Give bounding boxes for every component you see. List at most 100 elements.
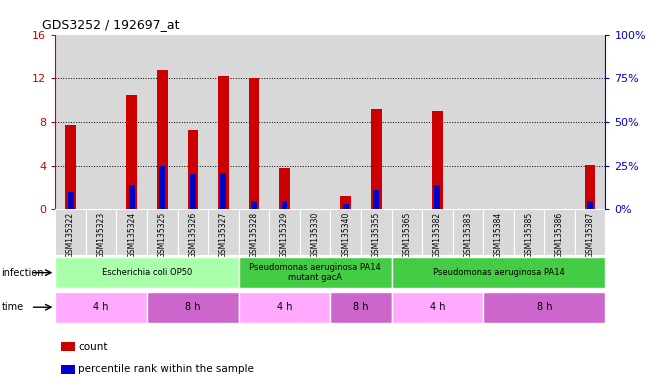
Bar	[239, 35, 270, 209]
Bar	[483, 35, 514, 209]
Bar	[251, 202, 257, 209]
Bar	[300, 35, 331, 209]
Bar	[61, 342, 75, 351]
Text: infection: infection	[1, 268, 44, 278]
Bar	[340, 196, 351, 209]
Bar	[68, 192, 74, 209]
Bar	[371, 109, 381, 209]
Bar	[452, 35, 483, 209]
Bar	[422, 35, 452, 209]
Text: GSM135326: GSM135326	[188, 212, 197, 258]
Text: 4 h: 4 h	[94, 302, 109, 312]
Bar	[126, 94, 137, 209]
Bar	[147, 35, 178, 209]
Bar	[279, 168, 290, 209]
Bar	[65, 125, 76, 209]
Bar	[178, 209, 208, 255]
Bar	[361, 35, 391, 209]
Bar	[239, 209, 270, 255]
Bar	[452, 209, 483, 255]
Bar	[342, 204, 348, 209]
Text: GSM135386: GSM135386	[555, 212, 564, 258]
Bar	[208, 35, 239, 209]
Bar	[270, 35, 300, 209]
Bar	[239, 257, 391, 288]
Bar	[483, 292, 605, 323]
Bar	[86, 35, 117, 209]
Text: GSM135322: GSM135322	[66, 212, 75, 258]
Bar	[434, 185, 440, 209]
Text: Pseudomonas aeruginosa PA14: Pseudomonas aeruginosa PA14	[433, 268, 564, 277]
Text: Escherichia coli OP50: Escherichia coli OP50	[102, 268, 192, 277]
Bar	[55, 209, 86, 255]
Bar	[239, 292, 331, 323]
Text: GSM135383: GSM135383	[464, 212, 473, 258]
Text: GSM135387: GSM135387	[586, 212, 594, 258]
Text: GSM135329: GSM135329	[280, 212, 289, 258]
Bar	[147, 209, 178, 255]
Bar	[249, 78, 259, 209]
Bar	[391, 292, 483, 323]
Text: GSM135355: GSM135355	[372, 212, 381, 258]
Bar	[157, 70, 168, 209]
Bar	[147, 292, 239, 323]
Text: time: time	[1, 302, 23, 312]
Bar	[432, 111, 443, 209]
Text: GSM135382: GSM135382	[433, 212, 442, 258]
Text: 8 h: 8 h	[536, 302, 552, 312]
Text: 8 h: 8 h	[353, 302, 368, 312]
Bar	[159, 166, 165, 209]
Bar	[422, 209, 452, 255]
Text: GSM135328: GSM135328	[249, 212, 258, 258]
Bar	[282, 202, 288, 209]
Bar	[61, 365, 75, 374]
Text: 4 h: 4 h	[430, 302, 445, 312]
Bar	[361, 209, 391, 255]
Text: 8 h: 8 h	[185, 302, 201, 312]
Bar	[55, 257, 239, 288]
Bar	[575, 209, 605, 255]
Text: GSM135384: GSM135384	[494, 212, 503, 258]
Bar	[373, 190, 379, 209]
Text: GSM135330: GSM135330	[311, 212, 320, 258]
Bar	[483, 209, 514, 255]
Text: count: count	[78, 342, 108, 352]
Text: percentile rank within the sample: percentile rank within the sample	[78, 364, 255, 374]
Text: GSM135324: GSM135324	[127, 212, 136, 258]
Text: GSM135365: GSM135365	[402, 212, 411, 258]
Bar	[575, 35, 605, 209]
Bar	[330, 292, 391, 323]
Bar	[587, 200, 593, 209]
Bar	[208, 209, 239, 255]
Text: GSM135323: GSM135323	[97, 212, 105, 258]
Bar	[514, 209, 544, 255]
Bar	[117, 209, 147, 255]
Text: Pseudomonas aeruginosa PA14
mutant gacA: Pseudomonas aeruginosa PA14 mutant gacA	[249, 263, 381, 282]
Text: GSM135327: GSM135327	[219, 212, 228, 258]
Bar	[178, 35, 208, 209]
Bar	[117, 35, 147, 209]
Bar	[129, 185, 135, 209]
Bar	[300, 209, 331, 255]
Text: 4 h: 4 h	[277, 302, 292, 312]
Bar	[55, 292, 147, 323]
Bar	[190, 174, 196, 209]
Bar	[544, 35, 575, 209]
Bar	[391, 35, 422, 209]
Bar	[86, 209, 117, 255]
Bar	[391, 257, 605, 288]
Bar	[585, 164, 596, 209]
Bar	[331, 209, 361, 255]
Bar	[544, 209, 575, 255]
Text: GSM135325: GSM135325	[158, 212, 167, 258]
Bar	[187, 129, 198, 209]
Text: GSM135385: GSM135385	[525, 212, 534, 258]
Bar	[331, 35, 361, 209]
Text: GDS3252 / 192697_at: GDS3252 / 192697_at	[42, 18, 180, 31]
Text: GSM135340: GSM135340	[341, 212, 350, 258]
Bar	[514, 35, 544, 209]
Bar	[55, 35, 86, 209]
Bar	[391, 209, 422, 255]
Bar	[221, 172, 227, 209]
Bar	[218, 76, 229, 209]
